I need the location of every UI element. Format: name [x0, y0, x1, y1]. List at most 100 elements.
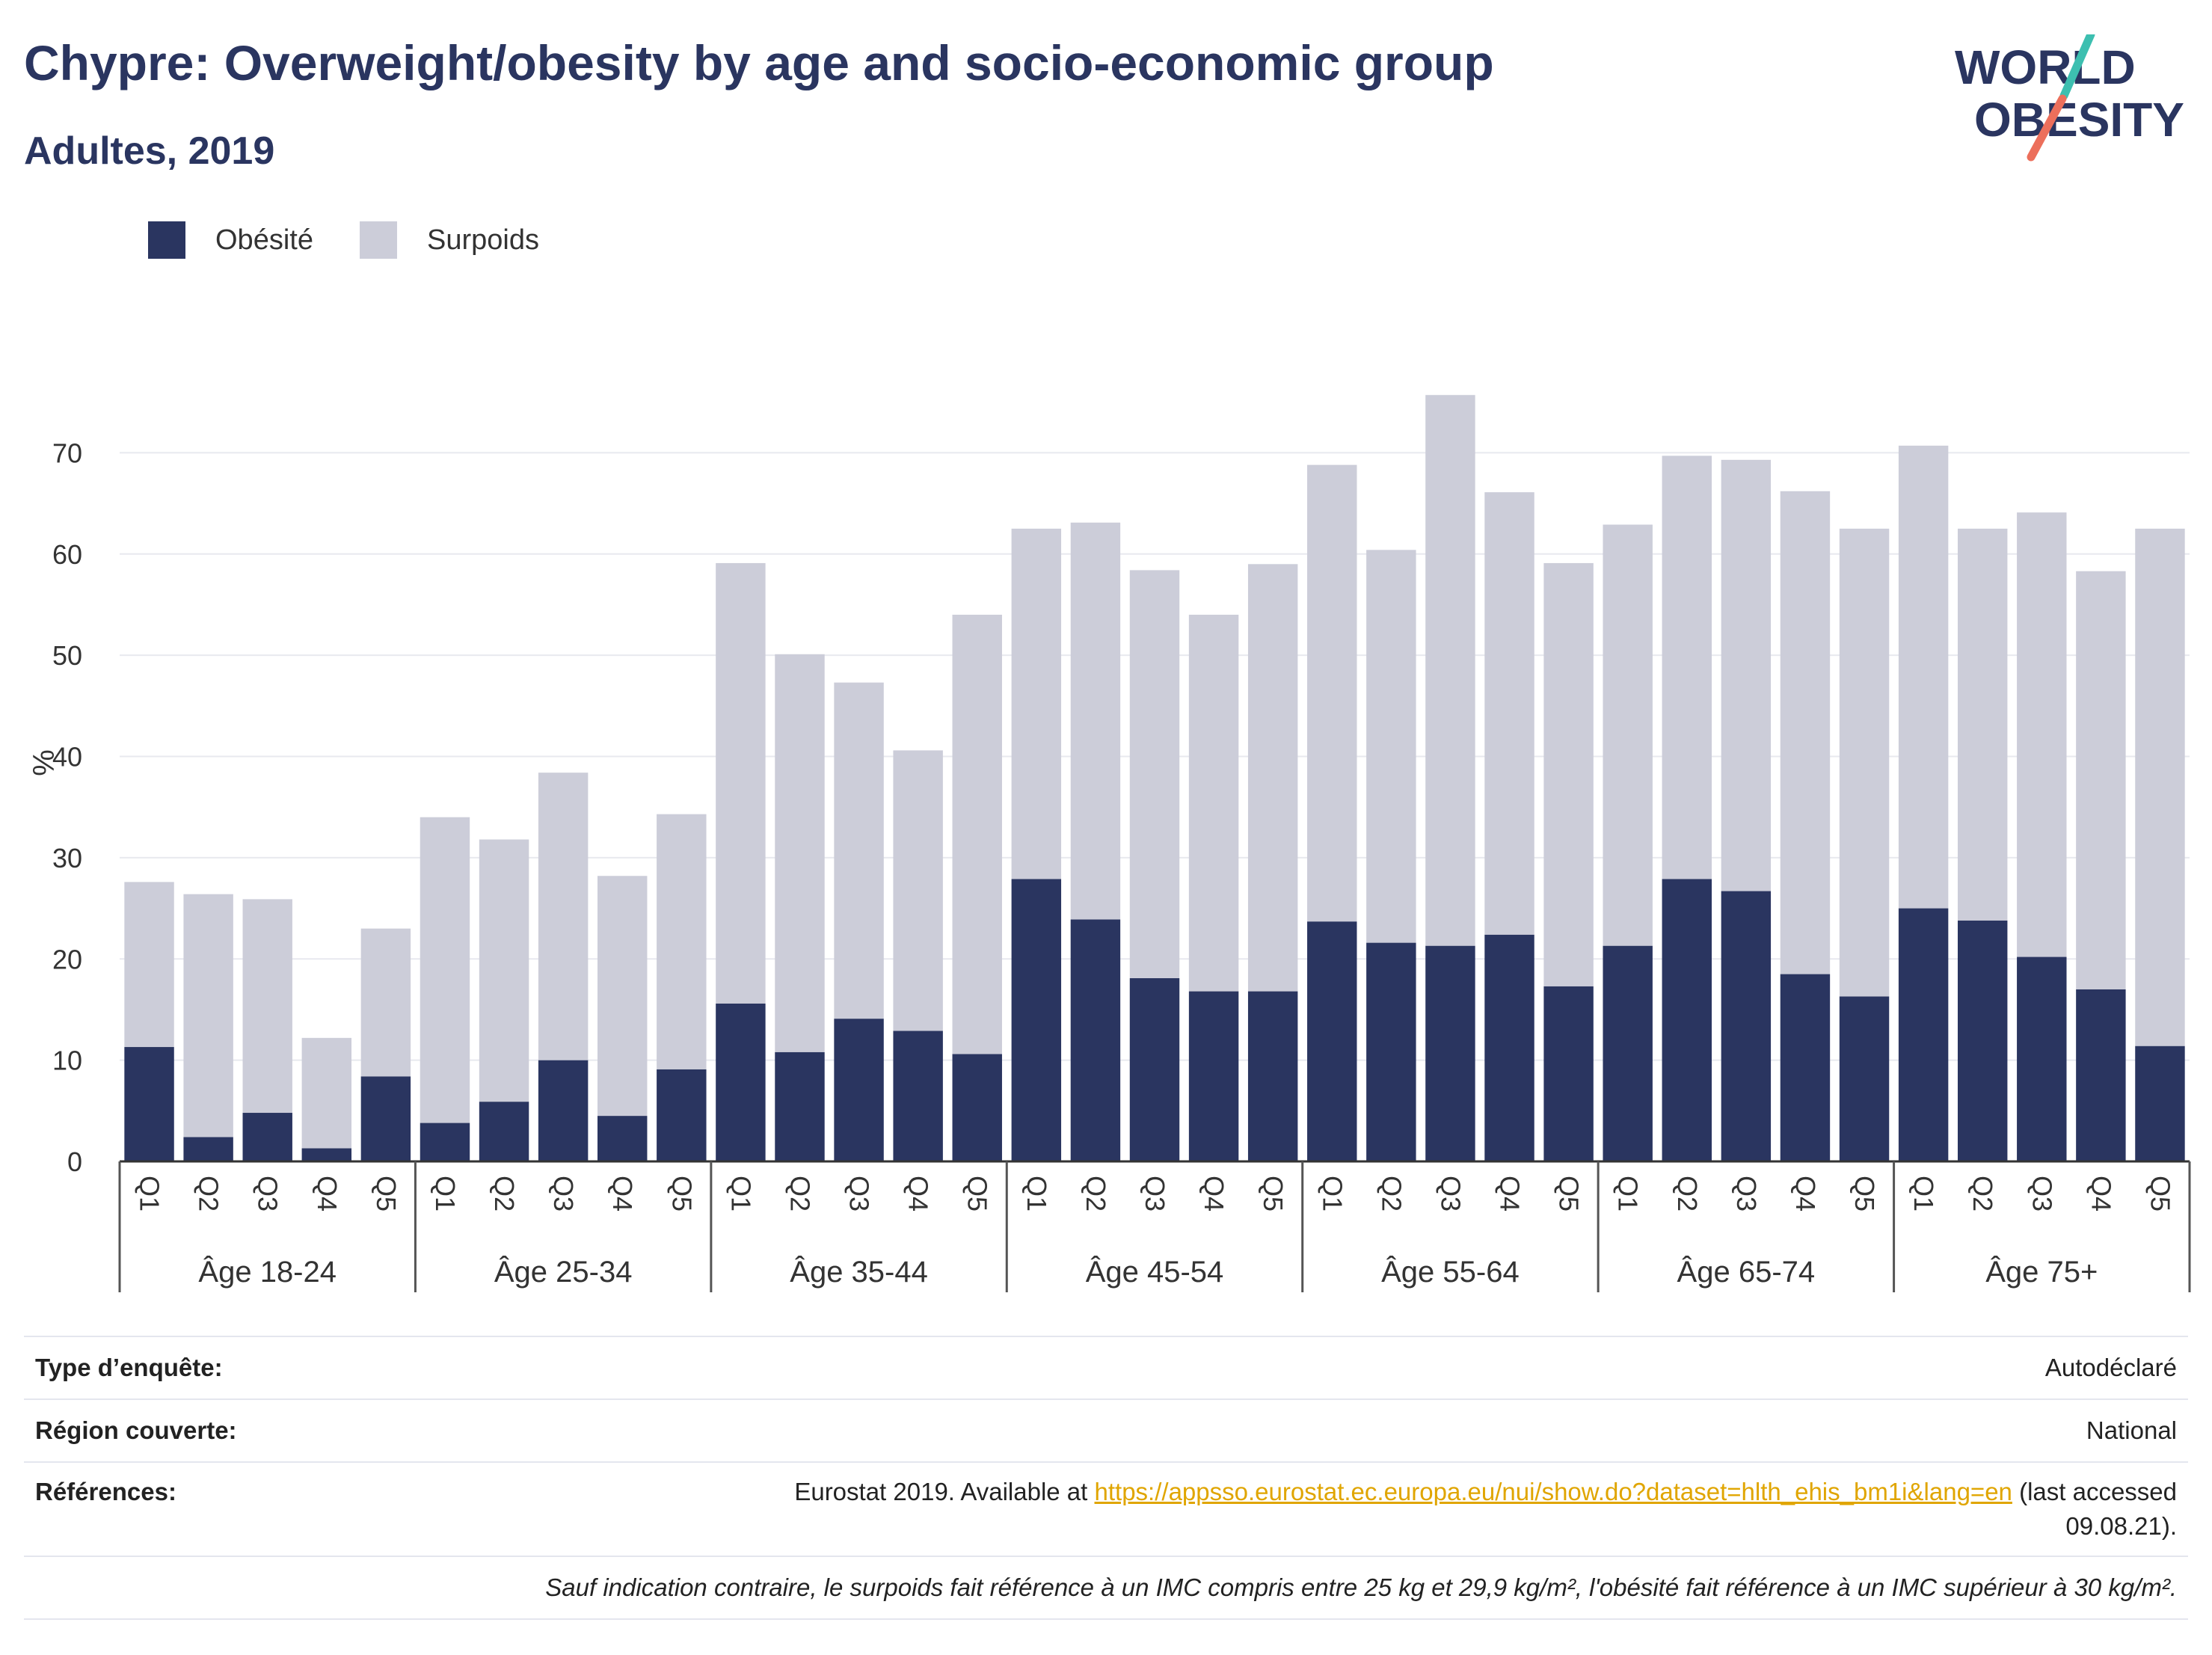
- bar-obesity: [597, 1116, 648, 1161]
- references-label: Références:: [35, 1478, 176, 1505]
- bar-obesity: [1780, 974, 1831, 1161]
- legend-swatch-overweight: [359, 221, 397, 259]
- bar-obesity: [2017, 957, 2067, 1161]
- bar-obesity: [301, 1148, 352, 1161]
- x-tick-label: Q3: [1140, 1176, 1170, 1212]
- x-tick-label: Q2: [1672, 1176, 1703, 1212]
- bar-obesity: [1543, 986, 1594, 1161]
- x-tick-label: Q3: [253, 1176, 283, 1212]
- bar-obesity: [124, 1047, 174, 1161]
- bar-obesity: [1957, 920, 2008, 1161]
- bar-overweight: [716, 562, 766, 1004]
- bar-overweight: [952, 614, 1002, 1054]
- y-tick-label: 60: [52, 539, 82, 570]
- bar-obesity: [183, 1137, 233, 1161]
- x-tick-label: Q4: [1495, 1176, 1526, 1212]
- y-tick-label: 50: [52, 640, 82, 671]
- bar-overweight: [1247, 564, 1298, 992]
- logo-slash-teal: [2059, 34, 2095, 100]
- references-link[interactable]: https://appsso.eurostat.ec.europa.eu/nui…: [1094, 1478, 2012, 1505]
- bar-obesity: [1011, 879, 1062, 1161]
- x-tick-label: Q2: [1376, 1176, 1407, 1212]
- references-date: 09.08.21).: [2065, 1512, 2177, 1540]
- bar-overweight: [1484, 492, 1534, 935]
- x-tick-label: Q1: [135, 1176, 165, 1212]
- stacked-bar-chart: 0 10 20 30 40 50 60 70% Q1 Q2 Q3 Q4 Q5 Q1 Q2 Q3 Q4 Q5 Q1 Q2…: [28, 395, 2191, 1292]
- bar-overweight: [1070, 522, 1121, 920]
- group-label: Âge 65-74: [1677, 1255, 1816, 1289]
- x-tick-label: Q5: [1849, 1176, 1880, 1212]
- bar-overweight: [834, 682, 884, 1019]
- bar-overweight: [242, 899, 292, 1114]
- group-label: Âge 35-44: [790, 1255, 928, 1289]
- bar-obesity: [420, 1123, 470, 1161]
- bar-obesity: [242, 1113, 292, 1161]
- x-tick-label: Q3: [2027, 1176, 2057, 1212]
- x-tick-label: Q4: [607, 1176, 638, 1212]
- chart-title: Chypre: Overweight/obesity by age and so…: [24, 35, 1494, 90]
- bar-overweight: [2076, 571, 2126, 989]
- group-label: Âge 18-24: [198, 1255, 337, 1289]
- bar-obesity: [1603, 945, 1653, 1161]
- x-tick-label: Q1: [1908, 1176, 1939, 1212]
- bar-obesity: [657, 1069, 707, 1161]
- bar-overweight: [657, 814, 707, 1069]
- y-tick-label: 30: [52, 843, 82, 873]
- chart-subtitle: Adultes, 2019: [24, 129, 275, 173]
- legend-label-obesity: Obésité: [215, 224, 313, 256]
- bar-obesity: [1188, 991, 1239, 1161]
- x-tick-label: Q3: [1435, 1176, 1466, 1212]
- bar-obesity: [1247, 991, 1298, 1161]
- bar-overweight: [597, 876, 648, 1117]
- x-tick-label: Q4: [2086, 1176, 2116, 1212]
- bar-overweight: [2135, 528, 2185, 1046]
- x-tick-label: Q2: [1967, 1176, 1998, 1212]
- x-tick-label: Q5: [1258, 1176, 1288, 1212]
- survey-type-label: Type d’enquête:: [35, 1354, 223, 1381]
- x-tick-label: Q2: [489, 1176, 520, 1212]
- bar-overweight: [1129, 570, 1180, 978]
- x-tick-label: Q4: [312, 1176, 342, 1212]
- references-suffix: (last accessed: [2012, 1478, 2177, 1505]
- bar-overweight: [420, 817, 470, 1123]
- bar-obesity: [1366, 942, 1416, 1161]
- x-tick-label: Q5: [371, 1176, 402, 1212]
- bar-obesity: [775, 1051, 825, 1161]
- bar-overweight: [1603, 524, 1653, 946]
- bar-overweight: [183, 894, 233, 1137]
- bar-overweight: [124, 882, 174, 1048]
- bar-overweight: [1011, 528, 1062, 879]
- references-prefix: Eurostat 2019. Available at: [794, 1478, 1095, 1505]
- region-label: Région couverte:: [35, 1416, 237, 1444]
- logo-text-world: WORLD: [1955, 40, 2136, 94]
- definition-note: Sauf indication contraire, le surpoids f…: [24, 1556, 2188, 1620]
- x-tick-label: Q5: [666, 1176, 697, 1212]
- logo-text-obesity: OBESITY: [1974, 93, 2184, 147]
- legend-item-overweight[interactable]: Surpoids: [359, 221, 539, 259]
- bar-overweight: [1425, 395, 1475, 946]
- y-tick-label: 10: [52, 1045, 82, 1076]
- bar-obesity: [1129, 977, 1180, 1161]
- x-tick-label: Q3: [844, 1176, 875, 1212]
- x-tick-label: Q4: [1790, 1176, 1821, 1212]
- bar-overweight: [893, 750, 943, 1031]
- survey-type-value: Autodéclaré: [2044, 1354, 2177, 1381]
- bar-obesity: [1662, 879, 1712, 1161]
- x-tick-label: Q5: [962, 1176, 993, 1212]
- legend-label-overweight: Surpoids: [426, 224, 539, 256]
- x-tick-label: Q4: [1199, 1176, 1229, 1212]
- info-table: Type d’enquête: Autodéclaré Région couve…: [24, 1336, 2188, 1620]
- group-label: Âge 45-54: [1086, 1255, 1224, 1289]
- bar-obesity: [1307, 921, 1357, 1161]
- legend-item-obesity[interactable]: Obésité: [148, 221, 313, 259]
- y-tick-label: 20: [52, 944, 82, 974]
- bar-obesity: [1839, 996, 1890, 1161]
- y-axis-label: %: [28, 749, 61, 776]
- x-tick-label: Q1: [1317, 1176, 1348, 1212]
- bar-obesity: [1425, 945, 1475, 1161]
- x-tick-label: Q2: [784, 1176, 815, 1212]
- x-tick-label: Q1: [725, 1176, 756, 1212]
- bar-obesity: [2076, 989, 2126, 1161]
- bar-obesity: [893, 1031, 943, 1161]
- bar-obesity: [360, 1076, 411, 1161]
